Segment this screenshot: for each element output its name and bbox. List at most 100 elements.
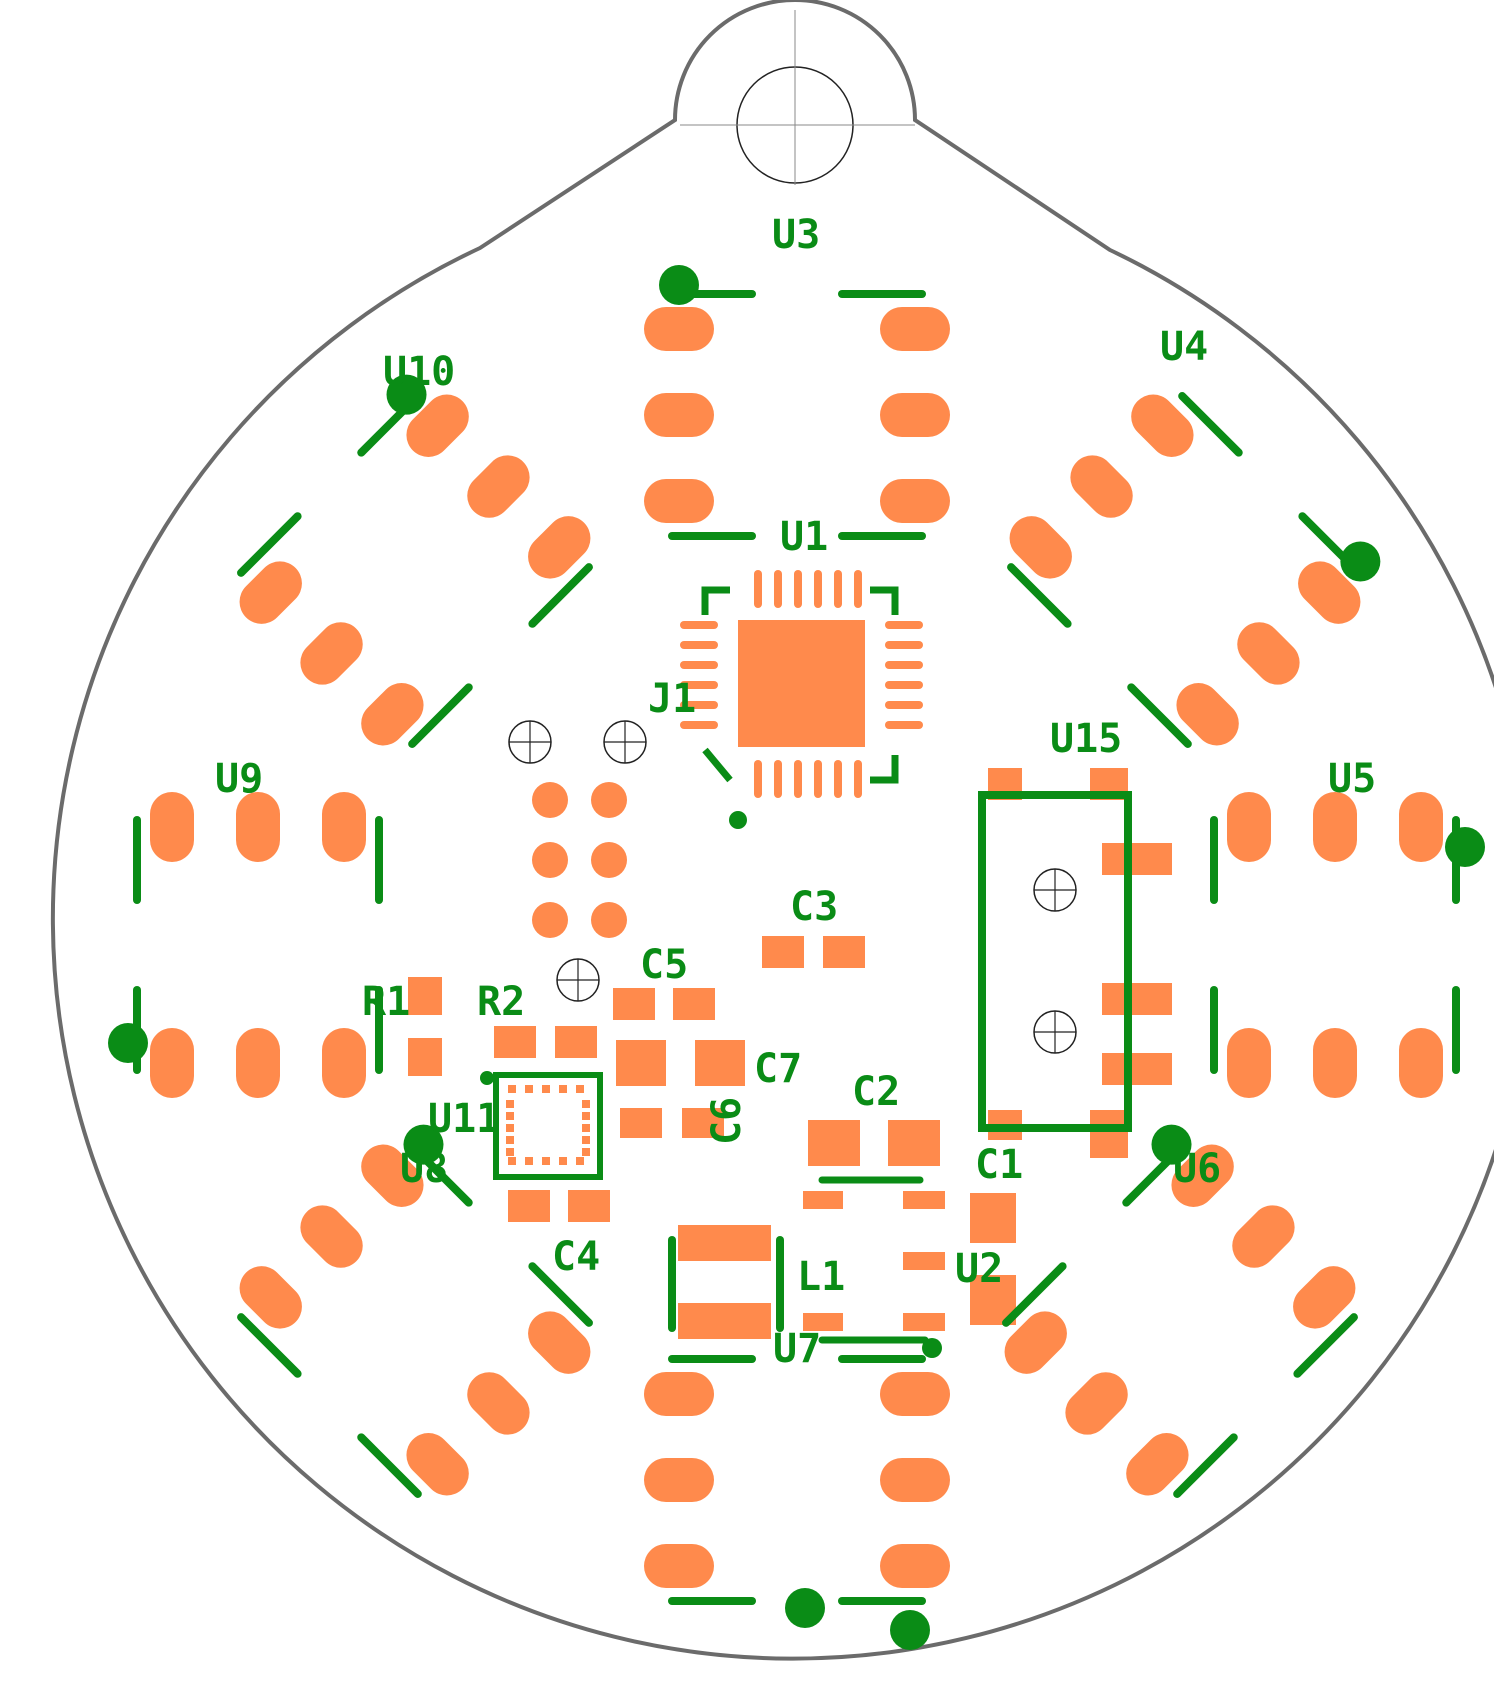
u8-silk-0 bbox=[357, 1433, 422, 1498]
u15-pad-3 bbox=[1102, 843, 1172, 875]
u4-pad-0-1 bbox=[1070, 455, 1133, 518]
u4-silk-2 bbox=[1007, 563, 1072, 628]
u11-pad-right-2 bbox=[582, 1124, 590, 1132]
u11-pad-left-2 bbox=[506, 1124, 514, 1132]
u11-pad-bot-4 bbox=[576, 1157, 584, 1165]
mounting-hole bbox=[680, 10, 915, 185]
label-u8: U8 bbox=[400, 1146, 448, 1192]
u6-pin1-dot bbox=[1151, 1124, 1192, 1165]
u1-pin-bot-0 bbox=[754, 760, 762, 798]
u4-pin1-dot bbox=[1340, 541, 1381, 582]
j1-pad-1 bbox=[591, 782, 627, 818]
u11-pad-top-2 bbox=[542, 1085, 550, 1093]
u8-pad-1-0 bbox=[239, 1266, 302, 1329]
u6-pad-0-1 bbox=[1232, 1205, 1295, 1268]
u8-silk-2 bbox=[528, 1262, 593, 1327]
u8-silk-1 bbox=[237, 1313, 302, 1378]
label-u4: U4 bbox=[1160, 324, 1208, 370]
c4-pad-2 bbox=[568, 1190, 610, 1222]
u7-pad-0-1 bbox=[880, 1458, 950, 1502]
u1-pin-left-1 bbox=[680, 641, 718, 649]
u15-body bbox=[978, 791, 1132, 1132]
u11-pad-left-4 bbox=[506, 1148, 514, 1156]
u1-pin-right-5 bbox=[885, 721, 923, 729]
u3-pin1-dot bbox=[659, 265, 699, 305]
u1-pin-right-1 bbox=[885, 641, 923, 649]
u9-pad-1-0 bbox=[150, 792, 194, 862]
u5-pin1-dot bbox=[1445, 827, 1485, 867]
u2-pad-3 bbox=[903, 1252, 945, 1270]
u9-pin1-dot bbox=[108, 1023, 148, 1063]
u5-pad-1-0 bbox=[1399, 1028, 1443, 1098]
u2-pin1-dot bbox=[922, 1338, 942, 1358]
u11-pad-bot-1 bbox=[525, 1157, 533, 1165]
j1-pad-3 bbox=[591, 842, 627, 878]
u6-pad-1-1 bbox=[1065, 1372, 1128, 1435]
label-c5: C5 bbox=[640, 942, 688, 988]
u5-pad-0-2 bbox=[1227, 792, 1271, 862]
u2-pad-5 bbox=[903, 1313, 945, 1331]
silkscreen bbox=[108, 265, 1485, 1650]
r2-pad-1 bbox=[494, 1026, 536, 1058]
u11-pad-right-1 bbox=[582, 1112, 590, 1120]
c2-pad-2 bbox=[888, 1120, 940, 1166]
u10-pad-1-0 bbox=[406, 394, 469, 457]
u2-pad-2 bbox=[903, 1191, 945, 1209]
u1-pin-left-2 bbox=[680, 661, 718, 669]
u11-pad-top-1 bbox=[525, 1085, 533, 1093]
u1-pin-right-2 bbox=[885, 661, 923, 669]
u8-pad-0-2 bbox=[528, 1311, 591, 1374]
u6-pad-1-2 bbox=[1004, 1311, 1067, 1374]
u1-pin-top-4 bbox=[834, 570, 842, 608]
u9-pad-0-1 bbox=[236, 1028, 280, 1098]
label-u3: U3 bbox=[772, 212, 820, 258]
label-l1: L1 bbox=[797, 1254, 845, 1300]
u5-pad-1-1 bbox=[1313, 1028, 1357, 1098]
u9-pad-1-2 bbox=[322, 792, 366, 862]
label-c2: C2 bbox=[852, 1069, 900, 1115]
c5-pad-2 bbox=[673, 988, 715, 1020]
u11-pad-right-3 bbox=[582, 1136, 590, 1144]
u1-pin-bot-4 bbox=[834, 760, 842, 798]
l1-pad-1 bbox=[678, 1225, 771, 1261]
u1-qfn bbox=[701, 586, 899, 829]
u10-pin1-dot bbox=[386, 374, 427, 415]
u6-pad-0-2 bbox=[1171, 1144, 1234, 1207]
u3-pad-0-1 bbox=[644, 393, 714, 437]
label-u1: U1 bbox=[780, 514, 828, 560]
u11-pad-left-3 bbox=[506, 1136, 514, 1144]
label-u2: U2 bbox=[955, 1246, 1003, 1292]
u6-silk-1 bbox=[1173, 1433, 1238, 1498]
label-u10: U10 bbox=[383, 349, 455, 395]
label-u7: U7 bbox=[773, 1326, 821, 1372]
u8-pad-0-0 bbox=[406, 1433, 469, 1496]
u1-pin-right-3 bbox=[885, 681, 923, 689]
u7-pin1-dot bbox=[785, 1588, 825, 1628]
label-r2: R2 bbox=[477, 979, 525, 1025]
label-u15: U15 bbox=[1050, 716, 1122, 762]
u7-pad-0-0 bbox=[880, 1544, 950, 1588]
u3-pad-0-0 bbox=[644, 307, 714, 351]
u9-pad-1-1 bbox=[236, 792, 280, 862]
label-c4: C4 bbox=[552, 1234, 600, 1280]
c7-pad-1 bbox=[616, 1040, 666, 1086]
u10-silk-2 bbox=[408, 683, 473, 748]
u4-silk-3 bbox=[1127, 683, 1192, 748]
u15-pad-4 bbox=[1102, 983, 1172, 1015]
u2-pad-1 bbox=[803, 1191, 843, 1209]
u5-pad-1-2 bbox=[1227, 1028, 1271, 1098]
u1-pin-bot-5 bbox=[854, 760, 862, 798]
u4-silk-0 bbox=[1178, 392, 1243, 457]
u2-pad-4 bbox=[803, 1313, 843, 1331]
u5-pad-0-0 bbox=[1399, 792, 1443, 862]
j1-pad-2 bbox=[532, 842, 568, 878]
u6-pad-1-0 bbox=[1126, 1433, 1189, 1496]
u11-pad-top-3 bbox=[559, 1085, 567, 1093]
u1-pin-bot-1 bbox=[774, 760, 782, 798]
u8-pad-1-1 bbox=[300, 1205, 363, 1268]
u7-bottom-dot bbox=[890, 1610, 930, 1650]
u1-pin-top-0 bbox=[754, 570, 762, 608]
u3-pad-1-1 bbox=[880, 393, 950, 437]
j1-pad-5 bbox=[591, 902, 627, 938]
label-c1: C1 bbox=[975, 1142, 1023, 1188]
